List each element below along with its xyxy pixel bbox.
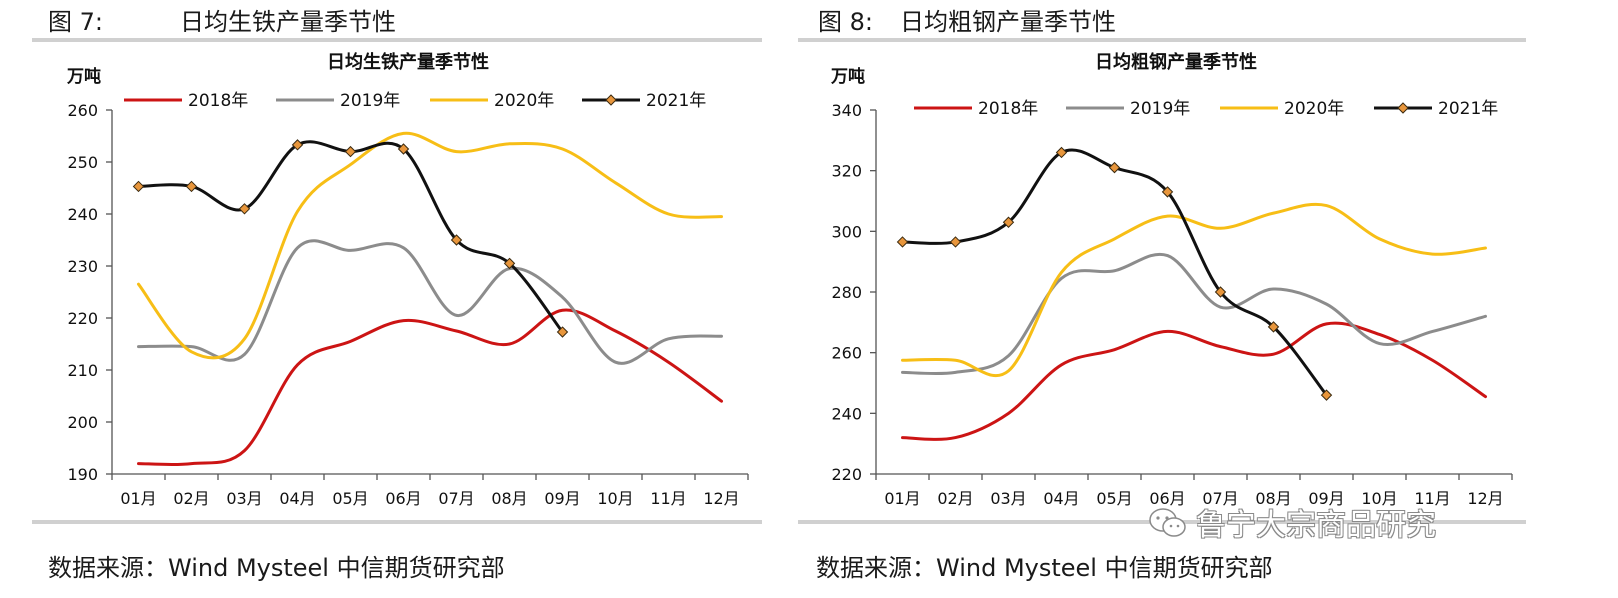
watermark-text: 鲁宁大宗商品研究 xyxy=(1196,508,1436,543)
data-point-marker xyxy=(1002,216,1015,228)
chart-title: 日均生铁产量季节性 xyxy=(327,51,489,73)
data-point-marker xyxy=(450,234,463,246)
x-tick-label: 01月 xyxy=(884,489,920,508)
y-tick-label: 240 xyxy=(67,205,98,224)
y-tick-label: 200 xyxy=(67,413,98,432)
series-line-2020 xyxy=(901,202,1487,378)
y-tick-label: 210 xyxy=(67,361,98,380)
y-tick-label: 220 xyxy=(831,465,862,484)
x-tick-label: 11月 xyxy=(650,489,686,508)
y-tick-label: 320 xyxy=(831,162,862,181)
data-point-marker xyxy=(238,203,251,215)
x-tick-label: 05月 xyxy=(1096,489,1132,508)
x-tick-label: 06月 xyxy=(385,489,421,508)
series-line-2019 xyxy=(901,252,1487,376)
figure-7-panel: 图 7: 日均生铁产量季节性 数据来源：Wind Mysteel 中信期货研究部 xyxy=(0,0,800,598)
y-tick-label: 190 xyxy=(67,465,98,484)
y-tick-label: 260 xyxy=(831,344,862,363)
data-point-marker xyxy=(556,326,569,338)
series-line-2021 xyxy=(137,140,564,334)
figure-8-title: 日均粗钢产量季节性 xyxy=(900,8,1116,36)
legend-label-2018: 2018年 xyxy=(978,99,1038,119)
series-line-2020 xyxy=(137,131,723,360)
y-axis-label: 万吨 xyxy=(830,66,865,87)
figure-7-top-rule xyxy=(32,38,762,42)
data-point-marker xyxy=(185,180,198,193)
wechat-icon xyxy=(1148,506,1188,548)
figure-7-bottom-rule xyxy=(32,520,762,524)
x-tick-label: 02月 xyxy=(937,489,973,508)
x-tick-label: 05月 xyxy=(332,489,368,508)
data-point-marker xyxy=(344,145,357,158)
figure-7-source: 数据来源：Wind Mysteel 中信期货研究部 xyxy=(48,554,505,582)
x-tick-label: 01月 xyxy=(120,489,156,508)
chart-title: 日均粗钢产量季节性 xyxy=(1095,51,1257,73)
x-tick-label: 10月 xyxy=(597,489,633,508)
y-tick-label: 230 xyxy=(67,257,98,276)
legend-label-2019: 2019年 xyxy=(340,91,400,111)
x-tick-label: 10月 xyxy=(1361,489,1397,508)
y-tick-label: 280 xyxy=(831,283,862,302)
x-tick-label: 08月 xyxy=(1255,489,1291,508)
legend-label-2020: 2020年 xyxy=(1284,99,1344,119)
series-line-2018 xyxy=(901,321,1487,441)
figure-7-number: 图 7: xyxy=(48,8,103,36)
series-line-2021 xyxy=(901,148,1328,397)
y-tick-label: 300 xyxy=(831,222,862,241)
series-line-2019 xyxy=(137,239,723,365)
data-point-marker xyxy=(397,143,410,155)
x-tick-label: 03月 xyxy=(990,489,1026,508)
x-tick-label: 11月 xyxy=(1414,489,1450,508)
x-tick-label: 03月 xyxy=(226,489,262,508)
data-point-marker xyxy=(1161,186,1174,198)
x-tick-label: 07月 xyxy=(438,489,474,508)
x-tick-label: 07月 xyxy=(1202,489,1238,508)
y-axis-label: 万吨 xyxy=(66,66,101,87)
legend-label-2021: 2021年 xyxy=(1438,99,1498,119)
figure-8-number: 图 8: xyxy=(818,8,873,36)
figure-8-top-rule xyxy=(798,38,1526,42)
x-tick-label: 08月 xyxy=(491,489,527,508)
data-point-marker xyxy=(503,257,516,270)
legend-label-2021: 2021年 xyxy=(646,91,706,111)
x-tick-label: 06月 xyxy=(1149,489,1185,508)
legend-marker xyxy=(605,94,617,106)
legend-label-2018: 2018年 xyxy=(188,91,248,111)
watermark: 鲁宁大宗商品研究 xyxy=(1148,500,1436,548)
data-point-marker xyxy=(1108,161,1121,174)
y-tick-label: 340 xyxy=(831,101,862,120)
x-tick-label: 02月 xyxy=(173,489,209,508)
legend-marker xyxy=(1397,102,1409,114)
legend-label-2019: 2019年 xyxy=(1130,99,1190,119)
figure-7-title: 日均生铁产量季节性 xyxy=(180,8,396,36)
x-tick-label: 09月 xyxy=(1308,489,1344,508)
data-point-marker xyxy=(1055,146,1068,159)
y-tick-label: 250 xyxy=(67,153,98,172)
y-tick-label: 260 xyxy=(67,101,98,120)
legend-label-2020: 2020年 xyxy=(494,91,554,111)
y-tick-label: 220 xyxy=(67,309,98,328)
x-tick-label: 12月 xyxy=(1467,489,1503,508)
x-tick-label: 12月 xyxy=(703,489,739,508)
data-point-marker xyxy=(896,236,909,248)
data-point-marker xyxy=(291,139,304,151)
figure-8-source: 数据来源：Wind Mysteel 中信期货研究部 xyxy=(816,554,1273,582)
y-tick-label: 240 xyxy=(831,404,862,423)
figure-8-header: 图 8: 日均粗钢产量季节性 xyxy=(818,2,1116,37)
data-point-marker xyxy=(1267,321,1280,333)
data-point-marker xyxy=(132,180,145,193)
series-line-2018 xyxy=(137,308,723,467)
x-tick-label: 04月 xyxy=(1043,489,1079,508)
data-point-marker xyxy=(1320,389,1333,401)
figure-7-header: 图 7: 日均生铁产量季节性 xyxy=(48,2,396,37)
data-point-marker xyxy=(949,236,962,248)
x-tick-label: 09月 xyxy=(544,489,580,508)
data-point-marker xyxy=(1214,286,1227,298)
x-tick-label: 04月 xyxy=(279,489,315,508)
